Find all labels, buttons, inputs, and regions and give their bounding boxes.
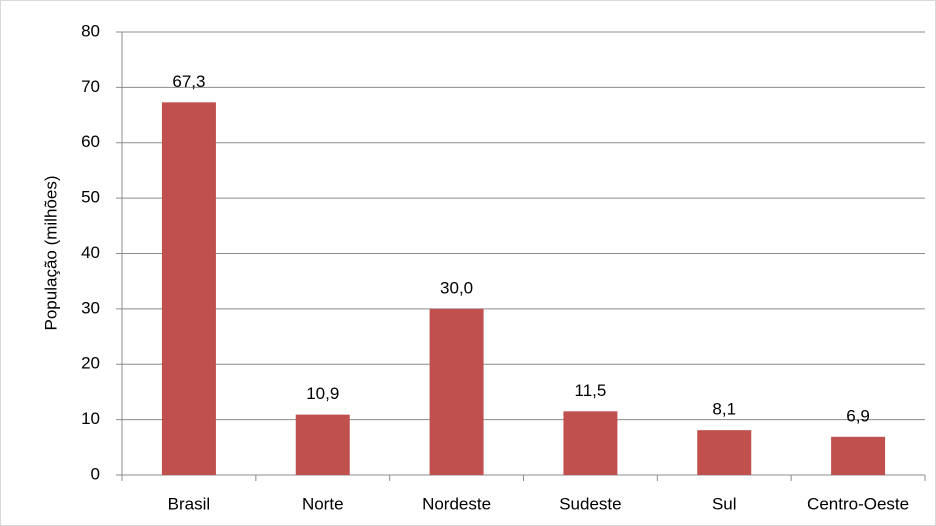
- value-label: 6,9: [846, 406, 870, 425]
- y-tick-label: 80: [81, 21, 100, 40]
- value-label: 8,1: [712, 400, 736, 419]
- value-label: 10,9: [306, 384, 339, 403]
- y-tick-label: 20: [81, 354, 100, 373]
- y-tick-label: 30: [81, 298, 100, 317]
- x-tick-label: Norte: [302, 494, 344, 513]
- x-tick-label: Sudeste: [559, 494, 621, 513]
- bar: [295, 414, 350, 475]
- value-label: 30,0: [440, 278, 473, 297]
- bar: [161, 102, 216, 476]
- y-axis-label: População (milhões): [41, 176, 60, 331]
- bar: [831, 436, 886, 475]
- y-tick-label: 0: [91, 464, 100, 483]
- bar: [563, 411, 618, 475]
- y-tick-label: 70: [81, 77, 100, 96]
- x-tick-label: Brasil: [168, 494, 211, 513]
- x-tick-label: Nordeste: [422, 494, 491, 513]
- y-tick-label: 50: [81, 188, 100, 207]
- bar: [697, 430, 752, 475]
- bar: [429, 308, 484, 475]
- x-tick-label: Sul: [712, 494, 737, 513]
- y-tick-label: 60: [81, 132, 100, 151]
- y-tick-label: 10: [81, 409, 100, 428]
- value-label: 11,5: [575, 381, 607, 400]
- y-tick-label: 40: [81, 243, 100, 262]
- value-label: 67,3: [172, 72, 205, 91]
- x-tick-label: Centro-Oeste: [807, 494, 909, 513]
